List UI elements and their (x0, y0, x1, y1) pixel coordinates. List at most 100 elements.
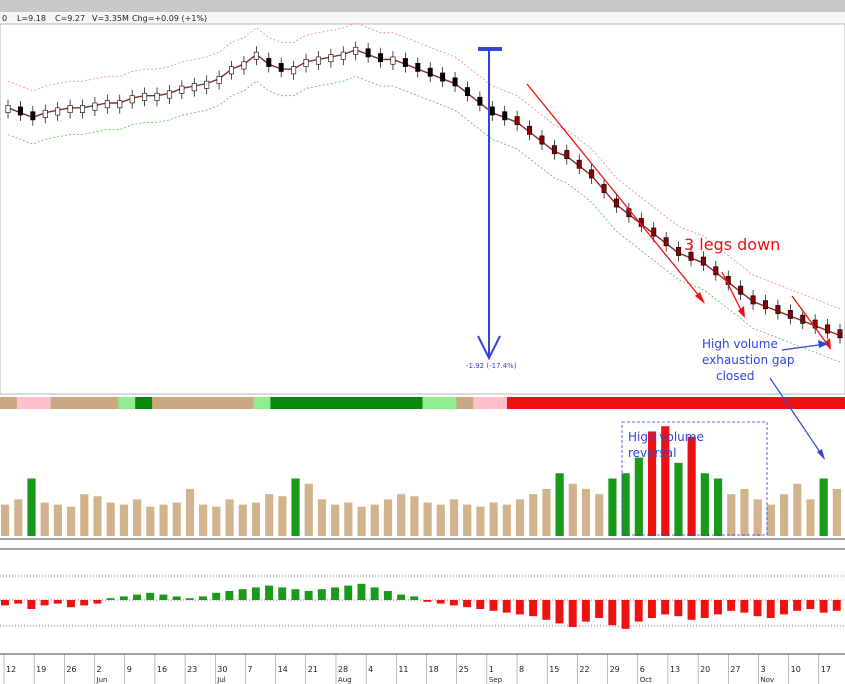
header-open: 0 (2, 14, 7, 23)
trend-bar-cell (473, 397, 491, 409)
volume-bar (67, 506, 76, 536)
candle-body (663, 237, 669, 247)
momentum-bar (185, 598, 194, 600)
candle-body (92, 102, 98, 111)
candle-body (762, 300, 768, 310)
momentum-bar (766, 600, 775, 618)
candle-body (253, 51, 259, 60)
momentum-bar (159, 594, 168, 600)
volume-bar (608, 478, 617, 536)
volume-bar (344, 502, 353, 536)
reversal-label-1: High volume (628, 430, 704, 444)
trend-bar-cell (118, 397, 136, 409)
trend-bar-cell (659, 397, 677, 409)
candle-body (676, 247, 682, 256)
candle-body (104, 100, 110, 109)
momentum-bar (304, 591, 313, 600)
candle-body (427, 67, 433, 77)
month-label: Oct (640, 676, 652, 684)
momentum-bar (740, 600, 749, 613)
x-tick-label: 6 (640, 665, 645, 674)
volume-bar (449, 499, 459, 536)
trend-bar-cell (405, 397, 423, 409)
reversal-label-2: reversal (628, 446, 676, 460)
header-low: L=9.18 (17, 14, 46, 23)
volume-bar (80, 494, 89, 536)
volume-bar (476, 506, 485, 536)
candle-body (266, 58, 272, 67)
header-close: C=9.27 (55, 14, 85, 23)
momentum-bar (291, 589, 300, 600)
volume-bar (212, 506, 221, 536)
moving-average-line (7, 48, 841, 337)
trend-bar-cell (16, 397, 35, 409)
month-label: Nov (760, 676, 774, 684)
trend-bar-cell (388, 397, 406, 409)
volume-bar (278, 496, 287, 536)
candle-body (601, 184, 607, 193)
volume-bar (106, 502, 115, 536)
momentum-bar (806, 600, 815, 609)
volume-bar (595, 494, 604, 536)
momentum-bar (344, 585, 353, 600)
trend-bar-cell (456, 397, 474, 409)
volume-bar (185, 488, 195, 536)
candle-body (800, 314, 806, 324)
candle-body (452, 77, 458, 87)
volume-bar (793, 483, 802, 536)
header-volume: V=3.35M (92, 14, 129, 23)
month-label: Sep (489, 676, 503, 684)
momentum-bar (146, 592, 155, 600)
x-tick-label: 16 (157, 665, 167, 674)
volume-bar (727, 494, 736, 536)
trend-bar-cell (338, 397, 356, 409)
candle-body (117, 100, 123, 109)
price-panel-frame (0, 23, 845, 395)
momentum-bar (27, 600, 36, 609)
month-label: Aug (338, 676, 352, 684)
volume-bar (806, 499, 815, 536)
momentum-bar (727, 600, 736, 611)
volume-bar (581, 488, 591, 536)
momentum-bar (687, 600, 696, 620)
trend-bar-cell (743, 397, 761, 409)
candle-body (154, 92, 160, 101)
trend-bar-cell (354, 397, 373, 409)
momentum-bar (568, 600, 577, 627)
trend-bar-cell (135, 397, 153, 409)
candle-body (527, 125, 533, 135)
volume-bar (304, 483, 313, 536)
bands (7, 22, 841, 363)
volume-bar (370, 504, 379, 536)
candle-body (775, 305, 781, 314)
info-strip (0, 12, 845, 24)
trend-bar-cell (67, 397, 85, 409)
gap-label-3: closed (716, 369, 755, 383)
x-tick-label: 21 (308, 665, 318, 674)
volume-bar (159, 504, 168, 536)
volume-bar (779, 494, 789, 536)
volume-bar (317, 499, 327, 536)
candle-body (315, 56, 321, 65)
candle-body (738, 285, 744, 295)
reversal-annotation: High volume reversal (621, 421, 768, 536)
volume-bar (265, 494, 274, 536)
trend-bar-cell (169, 397, 187, 409)
candle-body (142, 92, 148, 101)
momentum-bar (449, 600, 458, 606)
volume-bar (674, 462, 683, 536)
trend-bar-cell (709, 397, 728, 409)
trend-bar-cell (760, 397, 778, 409)
gap-label-1: High volume (702, 337, 778, 351)
volume-bar (529, 494, 538, 536)
volume-bar (410, 496, 419, 536)
volume-bar (634, 457, 643, 536)
momentum-bar (93, 600, 102, 604)
x-tick-label: 8 (519, 665, 524, 674)
volume-bar (555, 473, 564, 536)
momentum-bar (595, 600, 604, 618)
volume-bar (568, 483, 577, 536)
drop-label: -1.92 (-17.4%) (466, 362, 517, 370)
volume-bar (331, 504, 340, 536)
x-tick-label: 29 (610, 665, 620, 674)
